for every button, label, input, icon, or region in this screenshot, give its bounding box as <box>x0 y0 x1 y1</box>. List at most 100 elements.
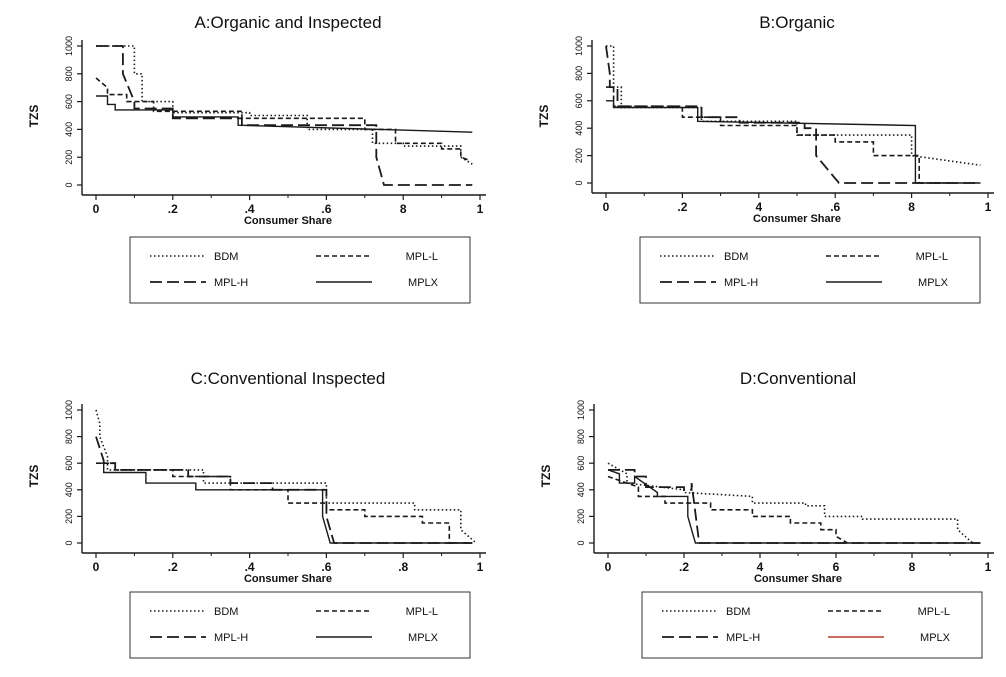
y-tick-label: 600 <box>64 94 74 109</box>
legend-label-mpl-l: MPL-L <box>406 251 438 263</box>
legend-label-mpl-h: MPL-H <box>726 632 760 644</box>
legend-label-mpl-l: MPL-L <box>918 606 950 618</box>
legend: BDM MPL-L MPL-H MPLX <box>129 591 471 659</box>
legend-label-mplx: MPLX <box>408 632 439 644</box>
legend-box <box>129 591 471 659</box>
series-line-mplx <box>606 100 981 184</box>
series-line-mpl-l <box>95 77 469 161</box>
legend-label-mplx: MPLX <box>408 277 439 289</box>
panel-2: B:Organic 0 .2 4 .6 8 1 0 200 400 600 800 1000 Consum… <box>537 13 994 304</box>
y-tick-label: 800 <box>576 429 586 444</box>
y-tick-label: 800 <box>574 66 584 81</box>
x-tick-label: 0 <box>603 200 610 214</box>
x-tick-label: .8 <box>398 560 408 574</box>
y-tick-label: 200 <box>574 148 584 163</box>
legend-label-bdm: BDM <box>726 606 750 618</box>
x-tick-label: 1 <box>477 202 484 216</box>
y-tick-label: 1000 <box>64 36 74 56</box>
x-tick-label: 0 <box>93 202 100 216</box>
y-tick-label: 600 <box>574 93 584 108</box>
x-tick-label: .6 <box>321 560 331 574</box>
legend-box <box>129 236 471 304</box>
y-tick-label: 800 <box>64 429 74 444</box>
x-axis-title: Consumer Share <box>244 215 332 227</box>
y-tick-label: 0 <box>576 540 586 545</box>
panel-title: C:Conventional Inspected <box>191 369 386 388</box>
x-tick-label: 8 <box>908 200 915 214</box>
x-tick-label: .2 <box>168 560 178 574</box>
panel-title: B:Organic <box>759 13 835 32</box>
y-tick-label: 200 <box>64 509 74 524</box>
legend-label-mpl-h: MPL-H <box>214 277 248 289</box>
y-axis-title: TZS <box>27 465 41 488</box>
y-tick-label: 200 <box>64 150 74 165</box>
series-line-mpl-h <box>96 45 473 186</box>
x-tick-label: .4 <box>245 202 255 216</box>
x-tick-label: .2 <box>679 560 689 574</box>
x-axis-title: Consumer Share <box>753 213 841 225</box>
series-line-mpl-l <box>606 86 950 184</box>
x-tick-label: 6 <box>833 560 840 574</box>
y-tick-label: 1000 <box>574 36 584 56</box>
legend-label-mplx: MPLX <box>918 277 949 289</box>
series-line-mplx <box>96 95 473 133</box>
x-tick-label: .2 <box>168 202 178 216</box>
x-tick-label: .2 <box>677 200 687 214</box>
panel-1: A:Organic and Inspected 0 .2 .4 .6 8 1 0 200 400 6… <box>27 13 486 304</box>
x-tick-label: 4 <box>757 560 764 574</box>
y-tick-label: 600 <box>64 456 74 471</box>
series-line-bdm <box>96 45 473 165</box>
x-tick-label: 1 <box>477 560 484 574</box>
series-line-mpl-h <box>605 45 981 184</box>
legend: BDM MPL-L MPL-H MPLX <box>129 236 471 304</box>
legend-label-bdm: BDM <box>214 251 238 263</box>
y-tick-label: 0 <box>64 540 74 545</box>
y-tick-label: 600 <box>576 456 586 471</box>
x-tick-label: .6 <box>321 202 331 216</box>
x-tick-label: 1 <box>985 560 992 574</box>
series-line-bdm <box>607 462 974 544</box>
y-tick-label: 400 <box>64 122 74 137</box>
legend-label-mpl-h: MPL-H <box>724 277 758 289</box>
x-tick-label: .4 <box>245 560 255 574</box>
y-tick-label: 400 <box>576 482 586 497</box>
x-tick-label: .6 <box>830 200 840 214</box>
legend-label-mpl-l: MPL-L <box>916 251 948 263</box>
legend-label-bdm: BDM <box>214 606 238 618</box>
legend-label-mplx: MPLX <box>920 632 951 644</box>
series-line-mpl-l <box>607 475 848 544</box>
panel-3: C:Conventional Inspected 0 .2 .4 .6 .8 1 0 200 40… <box>27 369 486 659</box>
series-line-mpl-h <box>608 468 981 544</box>
series-line-mplx <box>96 462 473 544</box>
x-tick-label: 1 <box>985 200 992 214</box>
y-tick-label: 1000 <box>64 400 74 420</box>
x-tick-label: 8 <box>400 202 407 216</box>
y-tick-label: 400 <box>574 121 584 136</box>
y-tick-label: 1000 <box>576 400 586 420</box>
x-tick-label: 0 <box>93 560 100 574</box>
y-tick-label: 800 <box>64 66 74 81</box>
y-tick-label: 0 <box>64 182 74 187</box>
series-line-mpl-h <box>95 436 473 544</box>
y-axis-title: TZS <box>27 105 41 128</box>
series-line-bdm <box>95 409 477 544</box>
panel-title: A:Organic and Inspected <box>194 13 381 32</box>
y-tick-label: 0 <box>574 180 584 185</box>
legend-box <box>641 591 983 659</box>
legend: BDM MPL-L MPL-H MPLX <box>639 236 981 304</box>
y-tick-label: 400 <box>64 482 74 497</box>
series-line-mplx <box>607 469 981 544</box>
x-tick-label: 8 <box>909 560 916 574</box>
x-tick-label: 4 <box>755 200 762 214</box>
legend-box <box>639 236 981 304</box>
legend-label-mpl-h: MPL-H <box>214 632 248 644</box>
x-axis-title: Consumer Share <box>244 573 332 585</box>
legend-label-bdm: BDM <box>724 251 748 263</box>
legend-label-mpl-l: MPL-L <box>406 606 438 618</box>
x-axis-title: Consumer Share <box>754 573 842 585</box>
y-axis-title: TZS <box>539 465 553 488</box>
legend: BDM MPL-L MPL-H MPLX <box>641 591 983 659</box>
panel-title: D:Conventional <box>740 369 856 388</box>
